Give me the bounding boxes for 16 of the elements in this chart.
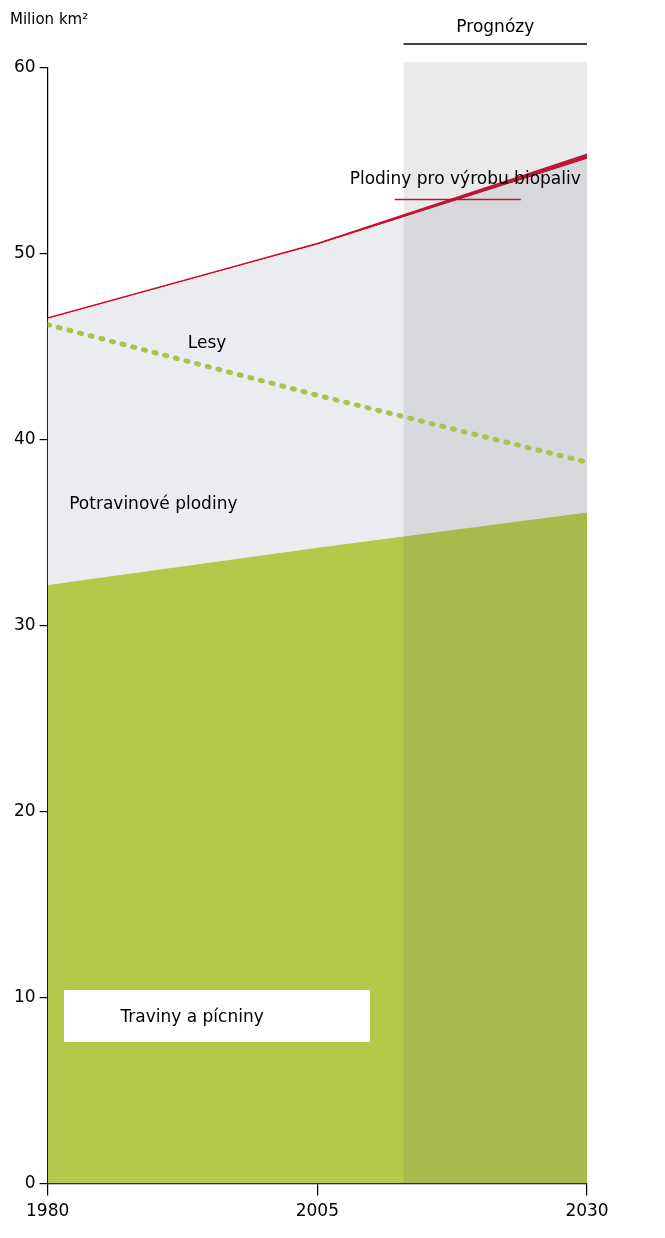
x-tick-label: 2005 [295, 1200, 339, 1221]
series-label: Plodiny pro výrobu biopaliv [349, 167, 581, 188]
band-label: Prognózy [456, 15, 535, 36]
label-box: Traviny a pícniny [64, 990, 371, 1043]
y-tick-label: 30 [13, 614, 36, 635]
y-tick-label: 0 [24, 1172, 36, 1193]
series-label: Lesy [187, 331, 227, 352]
y-tick-label: 10 [13, 986, 36, 1007]
y-tick-label: 20 [13, 800, 36, 821]
series-label: Potravinové plodiny [69, 493, 238, 514]
y-tick-label: 50 [13, 242, 36, 263]
y-tick-label: 60 [13, 56, 36, 77]
x-tick-label: 2030 [565, 1200, 609, 1221]
y-axis-title: Milion km² [10, 9, 89, 28]
y-tick-label: 40 [13, 428, 36, 449]
x-tick-label: 1980 [26, 1200, 70, 1221]
